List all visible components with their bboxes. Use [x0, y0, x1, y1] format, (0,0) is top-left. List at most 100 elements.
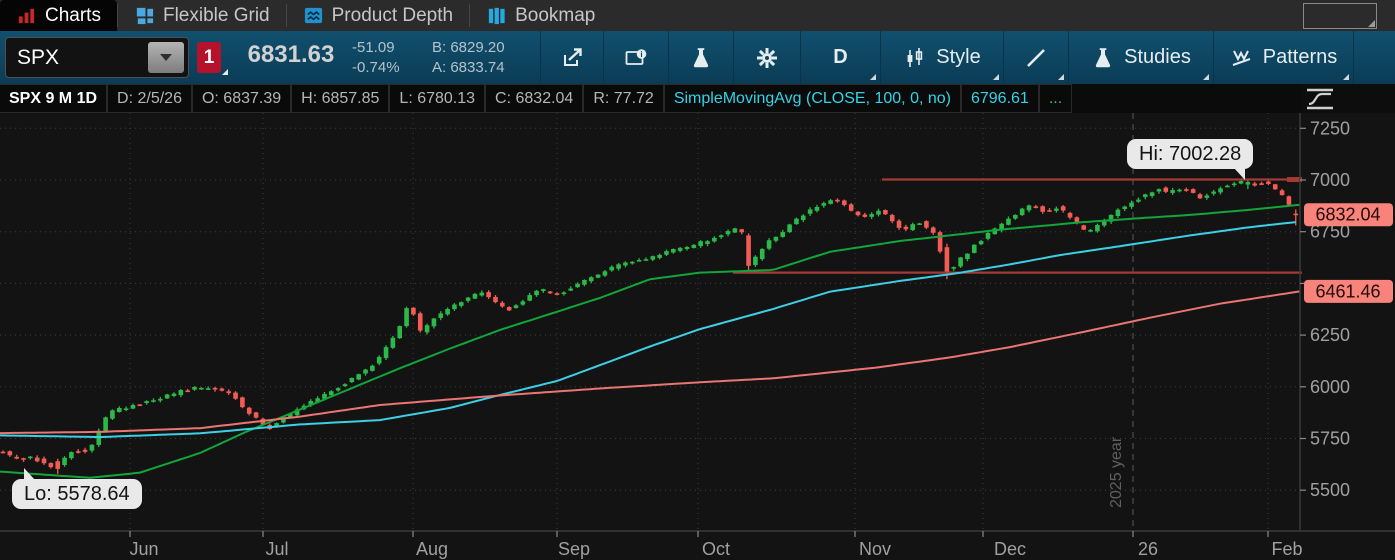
price-bubble	[1304, 203, 1393, 227]
toolbar-overflow	[1353, 31, 1395, 84]
month-label: Jun	[129, 539, 158, 559]
ask-value: A: 6833.74	[432, 59, 505, 76]
gridlines	[0, 113, 1300, 531]
chart-describe-button[interactable]: i	[603, 31, 668, 84]
bid-ask: B: 6829.20 A: 6833.74	[432, 38, 505, 78]
timeframe-value: D	[833, 46, 848, 68]
tab-label: Product Depth	[331, 4, 454, 26]
tab-charts[interactable]: Charts	[0, 0, 117, 31]
axis-header[interactable]	[1302, 84, 1395, 113]
bar-chart-icon	[18, 8, 35, 24]
depth-icon	[304, 7, 322, 24]
sma-line[interactable]	[0, 221, 1297, 439]
symbol-dropdown-button[interactable]	[148, 42, 184, 73]
svg-text:i: i	[640, 50, 642, 59]
high-callout-text: Hi: 7002.28	[1139, 143, 1242, 165]
status-segment: 6796.61	[961, 85, 1038, 112]
low-callout-text: Lo: 5578.64	[24, 483, 130, 505]
dropdown-corner-icon	[1058, 74, 1064, 80]
month-label: Sep	[558, 539, 590, 559]
bid-value: B: 6829.20	[432, 39, 505, 56]
badge-number: 1	[203, 46, 215, 68]
tab-label: Charts	[45, 4, 101, 26]
sma-line[interactable]	[0, 290, 1301, 435]
price-axis[interactable]: 7250 7000 6750 6250 6000 5750 5500 6832.04 6461.…	[1300, 118, 1393, 500]
month-label: Dec	[994, 539, 1026, 559]
tab-flexible-grid[interactable]: Flexible Grid	[118, 0, 286, 31]
month-label: Aug	[416, 539, 448, 559]
status-segment: SimpleMovingAvg (CLOSE, 100, 0, no)	[664, 85, 960, 112]
tab-bookmap[interactable]: Bookmap	[470, 0, 611, 31]
month-label: Feb	[1271, 539, 1302, 559]
drawing-tool-button[interactable]	[1003, 31, 1068, 84]
chevron-down-icon	[160, 54, 172, 61]
tab-separator	[285, 4, 287, 27]
status-segment: ...	[1039, 85, 1072, 112]
dropdown-corner-icon	[1343, 74, 1349, 80]
price-axis-label: 5500	[1310, 480, 1350, 500]
share-button[interactable]	[540, 31, 603, 84]
month-label: 26	[1138, 539, 1158, 559]
price-bubble	[1304, 279, 1393, 303]
callout-pointer	[24, 468, 35, 480]
price-bubble-label: 6832.04	[1315, 205, 1380, 225]
analysis-tools-button[interactable]	[668, 31, 733, 84]
status-segment: R: 77.72	[584, 85, 663, 112]
dropdown-corner-icon	[1203, 74, 1209, 80]
time-axis[interactable]: Jun Jul Aug Sep Oct Nov Dec 26 Feb	[129, 531, 1303, 559]
dropdown-corner-icon	[222, 69, 228, 75]
timeframe-button[interactable]: D	[800, 31, 880, 84]
tab-label: Bookmap	[515, 4, 596, 26]
studies-button[interactable]: Studies	[1068, 31, 1213, 84]
price-axis-label: 7250	[1310, 118, 1350, 138]
tab-separator	[116, 4, 118, 27]
month-label: Nov	[859, 539, 891, 559]
price-axis-label: 7000	[1310, 170, 1350, 190]
status-segment: O: 6837.39	[192, 85, 291, 112]
symbol-text: SPX	[17, 45, 60, 69]
callout-pointer	[1234, 168, 1246, 180]
toolbar-buttons: i	[540, 31, 1395, 84]
symbol-input[interactable]: SPX	[5, 37, 189, 78]
status-segment: C: 6832.04	[486, 85, 583, 112]
ohlc-status-bar: SPX 9 M 1D D: 2/5/26 O: 6837.39 H: 6857.85 L…	[0, 84, 1395, 113]
price-axis-label: 6000	[1310, 377, 1350, 397]
change-value: -51.09	[352, 39, 395, 56]
window-info-icon: i	[625, 48, 647, 65]
price-chart[interactable]: 2025 year 7250 7000 6750 6250 6000 5750 5500 683…	[0, 113, 1395, 560]
studies-label: Studies	[1124, 46, 1191, 68]
price-axis-label: 6250	[1310, 325, 1350, 345]
status-segment: L: 6780.13	[390, 85, 485, 112]
curve-tool-icon	[1307, 88, 1333, 109]
share-icon	[564, 47, 582, 66]
gear-icon	[757, 47, 777, 68]
tab-product-depth[interactable]: Product Depth	[287, 0, 469, 31]
patterns-label: Patterns	[1262, 46, 1338, 68]
status-segment: H: 6857.85	[292, 85, 389, 112]
status-segment: D: 2/5/26	[108, 85, 191, 112]
dropdown-corner-icon	[870, 74, 876, 80]
price-bubble-label: 6461.46	[1315, 281, 1380, 301]
dropdown-corner-icon	[1368, 20, 1375, 27]
chart-tab-bar: Charts Flexible Grid Product Depth	[0, 0, 1395, 31]
high-callout: Hi: 7002.28	[1127, 139, 1254, 180]
change-percent: -0.74%	[352, 59, 400, 76]
window-selector-box[interactable]	[1303, 3, 1377, 29]
bookmap-icon	[488, 7, 505, 25]
chart-settings-button[interactable]	[733, 31, 800, 84]
status-segment: SPX 9 M 1D	[0, 85, 107, 112]
dropdown-corner-icon	[993, 74, 999, 80]
price-axis-label: 5750	[1310, 429, 1350, 449]
link-group-badge[interactable]: 1	[197, 42, 228, 75]
patterns-button[interactable]: Patterns	[1213, 31, 1353, 84]
sma-line[interactable]	[0, 203, 1301, 479]
candlestick-icon	[907, 47, 923, 67]
flask-icon	[693, 47, 709, 67]
year-label: 2025 year	[1108, 436, 1125, 508]
month-label: Oct	[702, 539, 730, 559]
style-button[interactable]: Style	[880, 31, 1003, 84]
ohlc-chips: SPX 9 M 1D D: 2/5/26 O: 6837.39 H: 6857.85 L…	[0, 84, 1073, 113]
style-label: Style	[936, 46, 981, 68]
chart-toolbar: SPX 1 6831.63 -51.09 -0.74% B: 6829.20 A…	[0, 31, 1395, 84]
